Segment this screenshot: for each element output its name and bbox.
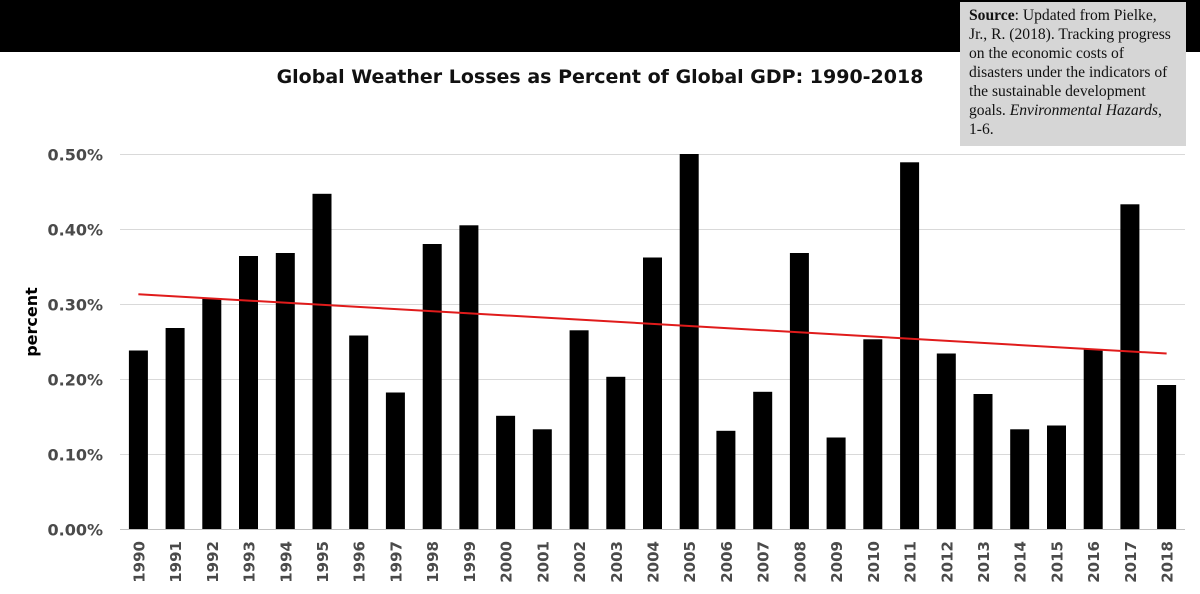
- bar-2018: [1157, 385, 1177, 529]
- source-journal: Environmental Hazards: [1009, 102, 1158, 119]
- bar-2014: [1010, 429, 1030, 530]
- bar-2011: [900, 162, 920, 530]
- x-tick-label: 2010: [865, 541, 883, 583]
- source-note: Source: Updated from Pielke, Jr., R. (20…: [960, 2, 1186, 146]
- bar-2015: [1047, 425, 1066, 529]
- x-tick-label: 2008: [791, 541, 809, 583]
- x-tick-label: 1999: [461, 541, 479, 583]
- chart-title: Global Weather Losses as Percent of Glob…: [276, 66, 924, 88]
- source-text: : Updated from Pielke, Jr., R. (2018). T…: [969, 7, 1171, 119]
- trend-line: [138, 293, 1167, 355]
- bar-2004: [643, 257, 662, 529]
- bar-2003: [606, 376, 626, 530]
- bar-1998: [422, 244, 442, 529]
- x-tick-label: 2003: [608, 541, 626, 583]
- x-tick-label: 2006: [718, 541, 736, 583]
- x-tick-label: 1994: [277, 541, 295, 583]
- x-tick-label: 1998: [424, 541, 442, 583]
- bar-2008: [789, 253, 809, 529]
- bar-2012: [936, 353, 956, 529]
- bar-1994: [275, 253, 295, 529]
- x-tick-label: 2016: [1085, 541, 1103, 583]
- x-tick-label: 2013: [975, 541, 993, 583]
- bar-2001: [532, 429, 552, 530]
- bar-2002: [569, 330, 589, 530]
- bar-2013: [973, 394, 993, 529]
- x-tick-label: 2007: [755, 541, 773, 583]
- x-tick-label: 1995: [314, 541, 332, 583]
- x-tick-label: 2000: [498, 541, 516, 583]
- bar-1990: [128, 350, 148, 529]
- x-tick-label: 2001: [534, 541, 552, 583]
- y-tick-label: 0.00%: [47, 521, 103, 540]
- x-tick-label: 2017: [1122, 541, 1140, 583]
- x-tick-label: 2004: [645, 541, 663, 583]
- bar-1995: [312, 193, 332, 530]
- x-tick-label: 2009: [828, 541, 846, 583]
- bar-2009: [826, 437, 846, 529]
- x-tick-label: 2012: [938, 541, 956, 583]
- x-tick-label: 2002: [571, 541, 589, 583]
- y-tick-label: 0.10%: [47, 446, 103, 465]
- bar-1993: [239, 256, 258, 529]
- source-label: Source: [969, 7, 1015, 24]
- bar-2006: [716, 430, 736, 530]
- bar-2007: [753, 391, 773, 530]
- x-tick-label: 2015: [1049, 541, 1067, 583]
- x-tick-label: 2014: [1012, 541, 1030, 583]
- bar-1996: [349, 335, 369, 529]
- x-tick-label: 2005: [681, 541, 699, 583]
- x-tick-label: 1990: [130, 541, 148, 583]
- source-pages: , 1-6.: [969, 102, 1162, 138]
- bar-1997: [385, 392, 405, 529]
- x-tick-label: 2018: [1159, 541, 1177, 583]
- x-tick-label: 1991: [167, 541, 185, 583]
- bar-2017: [1120, 204, 1140, 530]
- y-tick-label: 0.20%: [47, 371, 103, 390]
- bar-2010: [863, 339, 883, 530]
- bar-2005: [679, 154, 699, 529]
- bar-1999: [459, 225, 479, 530]
- x-tick-label: 1996: [351, 541, 369, 583]
- y-tick-label: 0.40%: [47, 221, 103, 240]
- bar-1992: [202, 298, 222, 529]
- y-axis-label: percent: [22, 287, 41, 357]
- x-tick-label: 1997: [387, 541, 405, 583]
- bar-2016: [1083, 349, 1103, 529]
- bar-2000: [496, 415, 516, 530]
- bar-1991: [165, 328, 185, 529]
- y-tick-label: 0.30%: [47, 296, 103, 315]
- x-tick-label: 2011: [902, 541, 920, 583]
- x-tick-label: 1993: [241, 541, 259, 583]
- x-tick-label: 1992: [204, 541, 222, 583]
- y-tick-label: 0.50%: [47, 146, 103, 165]
